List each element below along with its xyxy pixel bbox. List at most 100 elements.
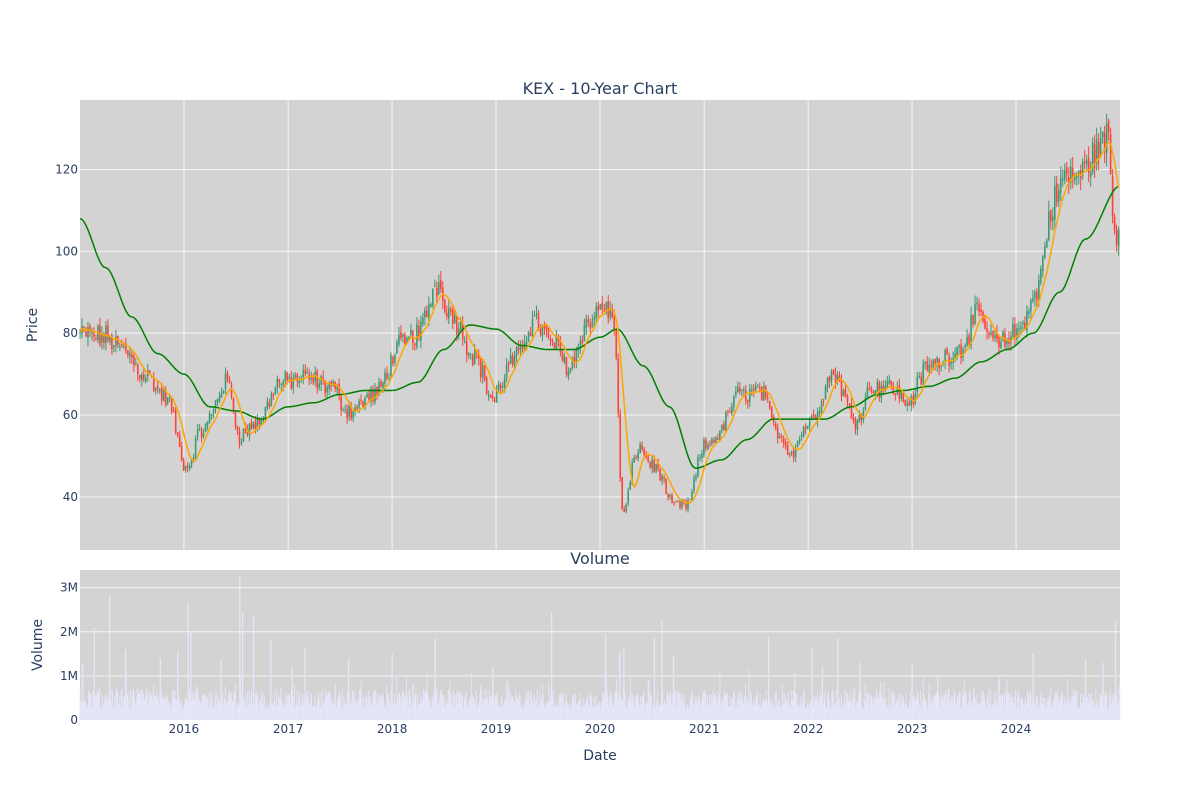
volume-bar	[91, 708, 93, 720]
candle-body	[705, 439, 707, 449]
candle-body	[436, 287, 438, 297]
volume-bar	[423, 689, 424, 720]
volume-bar	[604, 633, 607, 720]
volume-bar	[857, 702, 858, 720]
candle-body	[850, 403, 853, 419]
candle-body	[693, 478, 695, 491]
volume-bar	[465, 691, 467, 720]
volume-bar	[781, 707, 782, 720]
candle-body	[254, 421, 257, 430]
volume-bar	[357, 700, 359, 720]
volume-bar	[868, 705, 870, 720]
volume-bar	[199, 699, 201, 720]
candle-body	[756, 385, 759, 387]
volume-bar	[996, 707, 998, 720]
volume-bar	[494, 695, 496, 720]
volume-bar	[417, 703, 419, 720]
volume-bar	[209, 707, 211, 720]
candle-body	[1042, 255, 1044, 271]
volume-bar	[583, 706, 585, 720]
volume-bar	[704, 689, 706, 720]
volume-bar	[497, 699, 499, 720]
volume-bar	[409, 689, 411, 720]
volume-bar	[517, 699, 519, 720]
volume-bar	[1054, 694, 1056, 720]
candle-body	[156, 385, 159, 390]
volume-bar	[907, 707, 909, 720]
volume-bar	[569, 708, 571, 720]
candle-body	[703, 439, 705, 455]
volume-bar	[651, 696, 653, 720]
volume-bar	[373, 691, 375, 720]
volume-bar	[80, 701, 82, 720]
volume-bar	[658, 706, 660, 720]
volume-bar	[113, 696, 115, 720]
volume-bar	[581, 705, 583, 720]
volume-bar	[393, 703, 395, 720]
volume-bar	[657, 705, 659, 720]
volume-bar	[732, 698, 734, 720]
volume-bar	[728, 705, 730, 720]
volume-bar	[498, 705, 500, 720]
volume-bar	[656, 700, 658, 720]
candle-body	[629, 482, 631, 490]
volume-bar	[553, 707, 555, 720]
volume-bar	[1073, 695, 1075, 720]
volume-bar	[136, 686, 138, 720]
volume-bar	[1029, 689, 1031, 720]
candle-body	[260, 420, 263, 426]
volume-bar	[769, 698, 770, 720]
candle-body	[386, 373, 388, 379]
volume-bar	[547, 704, 549, 720]
volume-bar	[918, 703, 920, 720]
volume-bar	[710, 704, 711, 720]
candle-body	[280, 383, 283, 385]
candle-body	[790, 451, 793, 454]
volume-bar	[420, 703, 422, 720]
volume-bar	[291, 667, 293, 720]
volume-bar	[464, 693, 466, 720]
candle-body	[228, 379, 231, 384]
candle-body	[818, 410, 821, 414]
candle-body	[234, 411, 237, 427]
candle-body	[521, 346, 524, 349]
volume-bar	[1082, 694, 1084, 720]
candle-body	[545, 325, 548, 330]
volume-bar	[924, 699, 926, 720]
volume-bar	[185, 698, 187, 720]
volume-bar	[208, 693, 210, 720]
volume-bar	[349, 691, 351, 720]
candle-body	[390, 355, 392, 377]
volume-bar	[703, 691, 705, 720]
volume-bar	[619, 651, 621, 720]
candle-body	[467, 352, 470, 356]
volume-bar	[449, 680, 451, 720]
volume-bar	[775, 692, 777, 720]
volume-bar	[249, 696, 251, 720]
volume-bar	[972, 702, 974, 720]
candle-body	[687, 500, 689, 510]
volume-bar	[792, 698, 794, 720]
volume-bar	[854, 686, 856, 720]
candle-body	[453, 315, 456, 324]
volume-bar	[149, 692, 151, 720]
volume-bar	[837, 638, 839, 720]
candle-body	[910, 396, 913, 406]
volume-bar	[841, 700, 843, 720]
volume-bar	[1066, 702, 1068, 720]
volume-bar	[862, 706, 864, 720]
volume-bar	[293, 698, 295, 720]
volume-bar	[820, 690, 822, 720]
volume-bar	[786, 700, 788, 720]
volume-bar	[325, 689, 327, 720]
volume-bar	[177, 651, 179, 720]
volume-bar	[990, 689, 992, 720]
volume-bar	[800, 706, 802, 720]
candle-body	[786, 445, 789, 454]
volume-bar	[1106, 693, 1108, 720]
volume-bar	[1112, 693, 1114, 720]
volume-bar	[986, 708, 987, 720]
candle-body	[220, 393, 223, 398]
candle-body	[966, 337, 968, 346]
candle-body	[984, 319, 986, 329]
